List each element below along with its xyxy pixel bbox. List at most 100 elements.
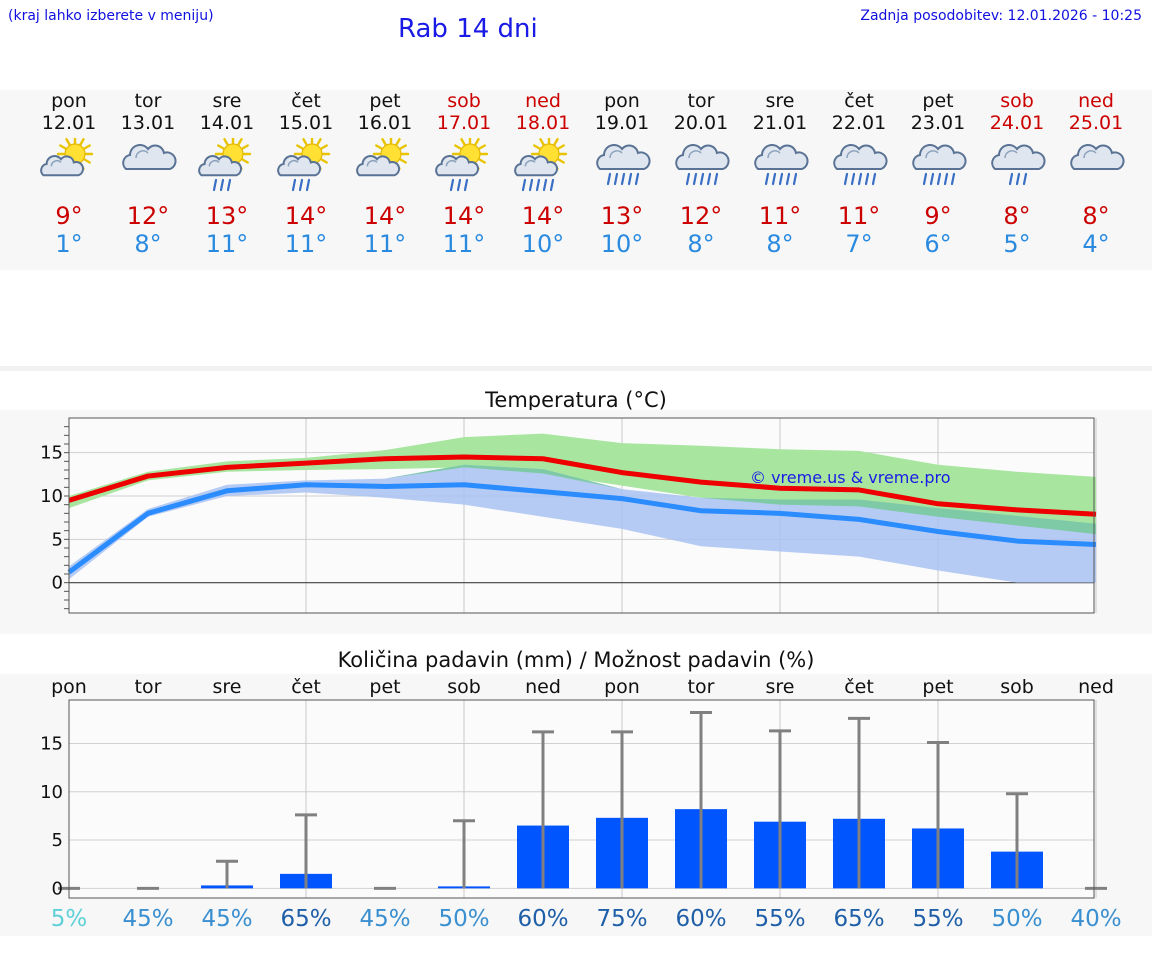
day-column: sob 24.01 8° 5° — [977, 90, 1057, 258]
temp-min: 8° — [134, 230, 162, 258]
day-date: 25.01 — [1068, 112, 1124, 134]
precip-chance: 55% — [912, 906, 963, 932]
precip-day-label: sob — [447, 676, 481, 698]
day-name: sre — [765, 90, 795, 112]
day-name: pet — [369, 90, 401, 112]
day-column: tor 13.01 12° 8° — [108, 90, 188, 258]
day-name: tor — [134, 90, 162, 112]
day-name: ned — [525, 90, 561, 112]
precip-whisker — [1006, 792, 1028, 889]
day-name: tor — [687, 90, 715, 112]
precip-chance: 60% — [675, 906, 726, 932]
day-column: ned 25.01 8° 4° — [1056, 90, 1136, 258]
day-date: 15.01 — [278, 112, 334, 134]
y-tick-label: 10 — [40, 782, 63, 803]
plot-frame — [68, 417, 1095, 614]
max-temp-line — [68, 454, 1097, 517]
day-date: 13.01 — [120, 112, 176, 134]
precip-day-label: ned — [525, 676, 561, 698]
day-name: čet — [291, 90, 321, 112]
temp-min: 8° — [766, 230, 794, 258]
temperature-chart: 0 5 10 15 © vreme.us & vreme.pro — [40, 417, 1097, 614]
precip-whisker — [216, 859, 238, 889]
temp-max: 12° — [679, 202, 723, 230]
precip-chance: 60% — [517, 906, 568, 932]
precip-chance: 65% — [833, 906, 884, 932]
y-tick-label: 0 — [52, 878, 63, 899]
precip-chance: 75% — [596, 906, 647, 932]
min-range-band — [69, 464, 1096, 583]
day-column: pon 19.01 13° 10° — [582, 90, 662, 258]
cloud-icon — [1070, 144, 1125, 170]
precip-chance: 45% — [359, 906, 410, 932]
temp-min: 6° — [924, 230, 952, 258]
day-date: 21.01 — [752, 112, 808, 134]
precip-chance: 45% — [201, 906, 252, 932]
temp-min: 11° — [284, 230, 328, 258]
day-date: 19.01 — [594, 112, 650, 134]
temp-min: 11° — [205, 230, 249, 258]
y-tick-label: 0 — [52, 573, 63, 594]
temp-max: 9° — [55, 202, 83, 230]
temp-min: 10° — [600, 230, 644, 258]
day-column: sob 17.01 14° 11° — [424, 90, 504, 258]
cloud-rain-icon — [991, 144, 1046, 186]
day-column: sre 14.01 13° 11° — [187, 90, 267, 258]
cloud-heavy-rain-icon — [675, 144, 730, 186]
y-tick-label: 10 — [40, 486, 63, 507]
precip-chance: 50% — [438, 906, 489, 932]
day-name: pon — [604, 90, 640, 112]
day-column: pet 23.01 9° 6° — [898, 90, 978, 258]
temp-min: 11° — [363, 230, 407, 258]
precip-day-label: tor — [688, 676, 715, 698]
precip-whisker — [295, 813, 317, 889]
day-date: 14.01 — [199, 112, 255, 134]
precip-whisker — [611, 730, 633, 889]
cloud-heavy-rain-icon — [833, 144, 888, 186]
day-date: 18.01 — [515, 112, 571, 134]
sun-cloud-rain-icon — [435, 138, 489, 192]
temp-max: 11° — [837, 202, 881, 230]
day-date: 23.01 — [910, 112, 966, 134]
precip-whisker — [532, 730, 554, 889]
temp-max: 8° — [1003, 202, 1031, 230]
cloud-heavy-rain-icon — [754, 144, 809, 186]
temperature-chart-title: Temperatura (°C) — [485, 388, 667, 412]
temp-min: 1° — [55, 230, 83, 258]
precip-day-label: ned — [1078, 676, 1114, 698]
precip-chance: 55% — [754, 906, 805, 932]
precip-whisker — [927, 740, 949, 889]
temp-min: 7° — [845, 230, 873, 258]
temp-max: 14° — [442, 202, 486, 230]
min-temp-line — [67, 482, 1097, 575]
max-range-band — [69, 433, 1096, 535]
cloud-icon — [122, 144, 177, 170]
day-date: 17.01 — [436, 112, 492, 134]
watermark: © vreme.us & vreme.pro — [750, 468, 951, 487]
sun-cloud-icon — [40, 138, 94, 177]
precip-whisker — [848, 716, 870, 889]
day-name: sre — [212, 90, 242, 112]
temp-max: 13° — [600, 202, 644, 230]
precip-whisker — [769, 729, 791, 889]
precip-chance: 65% — [280, 906, 331, 932]
day-date: 24.01 — [989, 112, 1045, 134]
precip-day-label: tor — [135, 676, 162, 698]
day-date: 22.01 — [831, 112, 887, 134]
temp-min: 4° — [1082, 230, 1110, 258]
precipitation-chart: pon tor sre čet pet sob ned pon tor sre čet pet sob n… — [40, 676, 1121, 932]
day-name: sob — [447, 90, 481, 112]
precip-whisker — [690, 711, 712, 889]
day-name: čet — [844, 90, 874, 112]
temp-min: 8° — [687, 230, 715, 258]
temp-max: 14° — [284, 202, 328, 230]
y-tick-label: 5 — [52, 529, 63, 550]
sun-cloud-rain-icon — [198, 138, 252, 192]
day-date: 20.01 — [673, 112, 729, 134]
cloud-heavy-rain-icon — [596, 144, 651, 186]
location-hint[interactable]: (kraj lahko izberete v meniju) — [8, 8, 214, 24]
sun-cloud-heavy-rain-icon — [514, 138, 568, 192]
day-name: ned — [1078, 90, 1114, 112]
day-date: 12.01 — [41, 112, 97, 134]
precip-chance: 45% — [122, 906, 173, 932]
